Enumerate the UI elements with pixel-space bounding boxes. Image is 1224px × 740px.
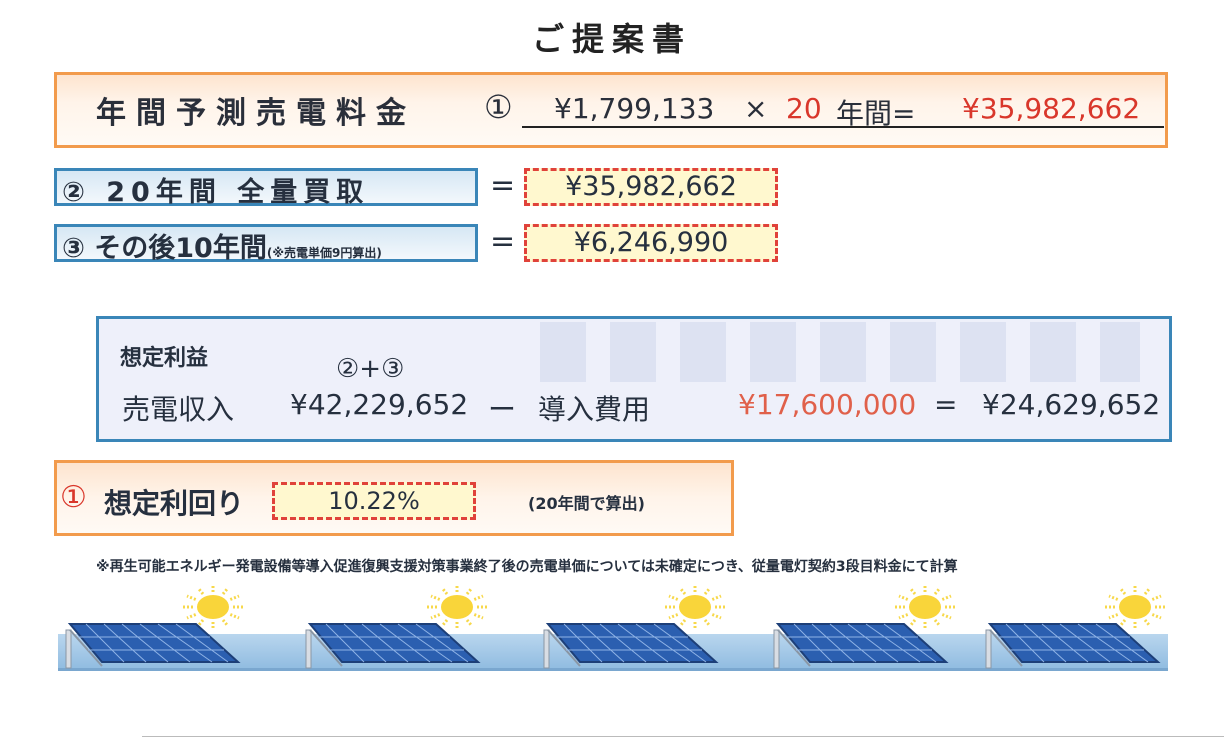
expected-yield-value: 10.22%	[272, 482, 476, 520]
after-10-years-text: ③ その後10年間	[62, 233, 267, 264]
footnote: ※再生可能エネルギー発電設備等導入促進復興支援対策事業終了後の売電単価については…	[96, 559, 958, 575]
after-10-years-label: ③ その後10年間(※売電単価9円算出)	[62, 226, 382, 265]
profit-result: ¥24,629,652	[982, 388, 1161, 421]
full-purchase-value: ¥35,982,662	[524, 168, 778, 206]
page-bottom-rule	[142, 736, 1224, 737]
expected-profit-title: 想定利益	[120, 346, 209, 371]
yield-circle-number: ①	[60, 480, 87, 515]
years-count: 20	[786, 92, 822, 125]
ground-band-edge	[58, 668, 1168, 671]
equals-sign: =	[490, 224, 516, 259]
expected-yield-label: 想定利回り	[104, 487, 245, 520]
times-sign: ×	[744, 92, 768, 125]
sun-icon	[427, 585, 487, 629]
years-suffix: 年間=	[836, 97, 916, 130]
minus-sign: ー	[488, 393, 517, 426]
after-10-years-value: ¥6,246,990	[524, 224, 778, 262]
background-watermark	[540, 322, 1140, 382]
annual-value: ¥1,799,133	[554, 92, 715, 125]
sun-icon	[665, 585, 725, 629]
solar-panel-icon	[65, 623, 241, 669]
expected-yield-box	[54, 460, 734, 536]
unit-price-note: (※売電単価9円算出)	[266, 246, 382, 260]
full-purchase-label: ② 20年間 全量買取	[62, 177, 370, 208]
annual-circle-number: ①	[484, 88, 513, 126]
annual-total: ¥35,982,662	[962, 92, 1141, 125]
expected-profit-box	[96, 316, 1172, 442]
cost-label: 導入費用	[538, 393, 651, 426]
solar-panel-icon	[773, 623, 949, 669]
solar-panel-icon	[543, 623, 719, 669]
annual-forecast-box	[54, 72, 1168, 148]
equals-sign: =	[490, 168, 516, 203]
income-label: 売電収入	[122, 393, 235, 426]
sun-icon	[895, 585, 955, 629]
profit-formula: ②+③	[336, 354, 405, 384]
solar-panel-icon	[305, 623, 481, 669]
yield-note: (20年間で算出)	[528, 494, 645, 513]
annual-underline	[522, 126, 1164, 128]
solar-panel-icon	[985, 623, 1161, 669]
full-purchase-label-box	[54, 168, 478, 206]
sun-icon	[183, 585, 243, 629]
after-10-years-label-box	[54, 224, 478, 262]
cost-value: ¥17,600,000	[738, 388, 917, 421]
annual-forecast-label: 年間予測売電料金	[96, 96, 416, 131]
sun-icon	[1105, 585, 1165, 629]
income-value: ¥42,229,652	[290, 388, 469, 421]
page-title: ご提案書	[531, 20, 692, 58]
equals-sign: =	[934, 388, 958, 421]
